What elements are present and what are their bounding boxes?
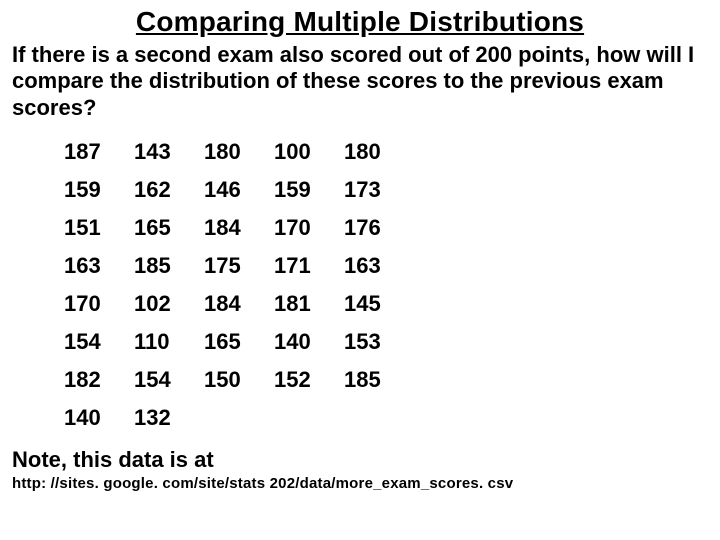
table-cell: 162 bbox=[128, 171, 198, 209]
table-cell bbox=[268, 399, 338, 437]
table-row: 140 132 bbox=[58, 399, 408, 437]
table-cell: 170 bbox=[268, 209, 338, 247]
table-cell: 100 bbox=[268, 133, 338, 171]
table-cell: 153 bbox=[338, 323, 408, 361]
table-cell: 170 bbox=[58, 285, 128, 323]
page-title: Comparing Multiple Distributions bbox=[10, 6, 710, 38]
table-cell: 176 bbox=[338, 209, 408, 247]
note-text: Note, this data is at bbox=[10, 447, 710, 473]
source-url: http: //sites. google. com/site/stats 20… bbox=[10, 475, 710, 492]
table-cell: 185 bbox=[338, 361, 408, 399]
table-cell: 146 bbox=[198, 171, 268, 209]
table-row: 159 162 146 159 173 bbox=[58, 171, 408, 209]
table-cell: 185 bbox=[128, 247, 198, 285]
table-cell: 165 bbox=[198, 323, 268, 361]
table-cell: 140 bbox=[58, 399, 128, 437]
table-cell: 152 bbox=[268, 361, 338, 399]
table-cell: 102 bbox=[128, 285, 198, 323]
table-cell: 173 bbox=[338, 171, 408, 209]
table-cell: 159 bbox=[268, 171, 338, 209]
scores-table: 187 143 180 100 180 159 162 146 159 173 … bbox=[58, 133, 408, 437]
table-cell: 182 bbox=[58, 361, 128, 399]
table-row: 170 102 184 181 145 bbox=[58, 285, 408, 323]
table-row: 163 185 175 171 163 bbox=[58, 247, 408, 285]
table-cell bbox=[198, 399, 268, 437]
table-cell: 181 bbox=[268, 285, 338, 323]
table-cell: 163 bbox=[338, 247, 408, 285]
table-cell: 154 bbox=[128, 361, 198, 399]
table-cell: 187 bbox=[58, 133, 128, 171]
question-text: If there is a second exam also scored ou… bbox=[10, 42, 710, 129]
slide-container: Comparing Multiple Distributions If ther… bbox=[0, 0, 720, 540]
table-cell: 151 bbox=[58, 209, 128, 247]
table-cell: 150 bbox=[198, 361, 268, 399]
table-cell: 140 bbox=[268, 323, 338, 361]
table-cell: 180 bbox=[198, 133, 268, 171]
table-row: 151 165 184 170 176 bbox=[58, 209, 408, 247]
table-cell: 110 bbox=[128, 323, 198, 361]
table-cell: 143 bbox=[128, 133, 198, 171]
table-cell: 154 bbox=[58, 323, 128, 361]
table-row: 154 110 165 140 153 bbox=[58, 323, 408, 361]
table-cell: 180 bbox=[338, 133, 408, 171]
table-cell: 132 bbox=[128, 399, 198, 437]
table-cell bbox=[338, 399, 408, 437]
table-row: 187 143 180 100 180 bbox=[58, 133, 408, 171]
table-cell: 184 bbox=[198, 209, 268, 247]
table-row: 182 154 150 152 185 bbox=[58, 361, 408, 399]
table-cell: 145 bbox=[338, 285, 408, 323]
table-cell: 159 bbox=[58, 171, 128, 209]
table-cell: 175 bbox=[198, 247, 268, 285]
table-cell: 171 bbox=[268, 247, 338, 285]
table-cell: 184 bbox=[198, 285, 268, 323]
table-cell: 165 bbox=[128, 209, 198, 247]
table-cell: 163 bbox=[58, 247, 128, 285]
